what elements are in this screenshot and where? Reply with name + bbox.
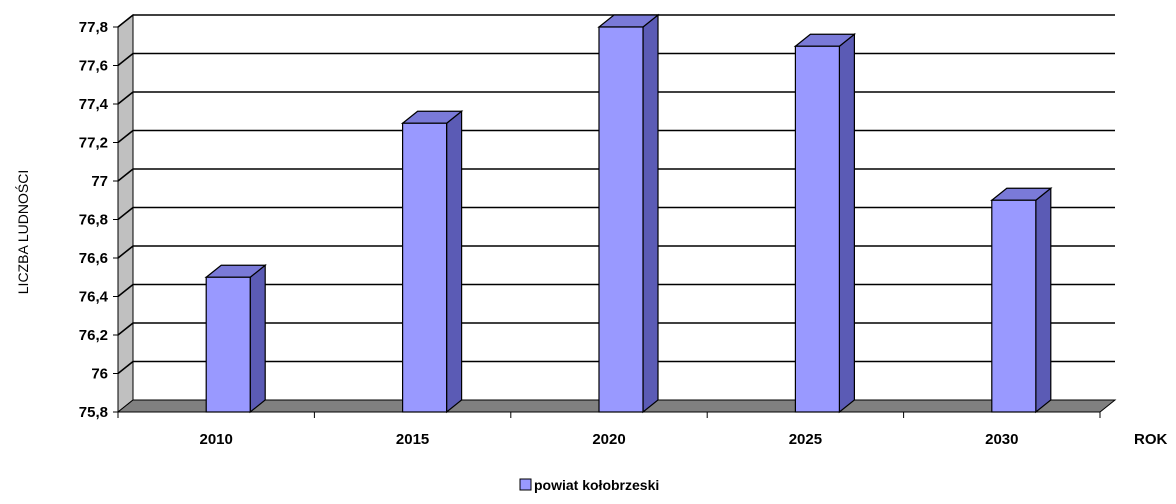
y-tick-label: 77,4: [79, 96, 109, 113]
y-tick-label: 77,8: [79, 19, 108, 36]
gridlines: [113, 14, 1115, 413]
y-tick-label: 76,2: [79, 327, 108, 344]
gridline: [117, 52, 1115, 67]
bar-2030: [991, 199, 1037, 413]
x-tick-label: 2010: [200, 431, 233, 448]
gridline: [117, 14, 1115, 28]
bar-2025: [794, 45, 841, 413]
legend-label: powiat kołobrzeski: [534, 477, 659, 493]
bar-side: [838, 33, 856, 414]
x-tick-label: 2030: [985, 431, 1018, 448]
y-tick-label: 77,6: [79, 58, 108, 75]
y-tick-label: 75,8: [79, 404, 108, 421]
x-axis-title: ROK: [1134, 431, 1168, 448]
y-tick-label: 76,8: [79, 212, 108, 229]
bar-2010: [205, 276, 251, 413]
x-tick-label: 2025: [789, 431, 822, 448]
y-tick-label: 77,2: [79, 135, 108, 152]
legend-swatch: [519, 478, 532, 491]
bars: [204, 13, 1053, 414]
legend: powiat kołobrzeski: [519, 477, 659, 493]
bar-side: [446, 110, 463, 414]
bar-side: [642, 13, 659, 414]
gridline: [117, 360, 1115, 375]
y-tick-label: 77: [91, 173, 108, 190]
y-axis-title: LICZBA LUDNOŚCI: [14, 170, 31, 294]
bar-2015: [402, 122, 448, 413]
y-tick-label: 76: [91, 366, 108, 383]
gridline: [117, 129, 1115, 144]
x-tick-label: 2020: [592, 431, 625, 448]
y-tick-labels: 75,8 76 76,2 76,4 76,6 76,8 77 77,2 77,4 77,6 77,8: [79, 19, 109, 421]
x-tick-label: 2015: [396, 431, 429, 448]
gridline: [117, 245, 1115, 259]
gridline: [117, 168, 1115, 182]
bar-side: [1035, 187, 1052, 414]
gridline: [117, 206, 1115, 221]
y-tick-label: 76,6: [79, 250, 108, 267]
x-tick-labels: 2010 2015 2020 2025 2030: [117, 412, 1101, 448]
gridline: [117, 91, 1115, 105]
gridline: [117, 322, 1115, 336]
y-tick-label: 76,4: [79, 289, 109, 306]
gridline: [117, 283, 1115, 298]
bar-2020: [598, 26, 644, 413]
bar-side: [249, 264, 266, 414]
